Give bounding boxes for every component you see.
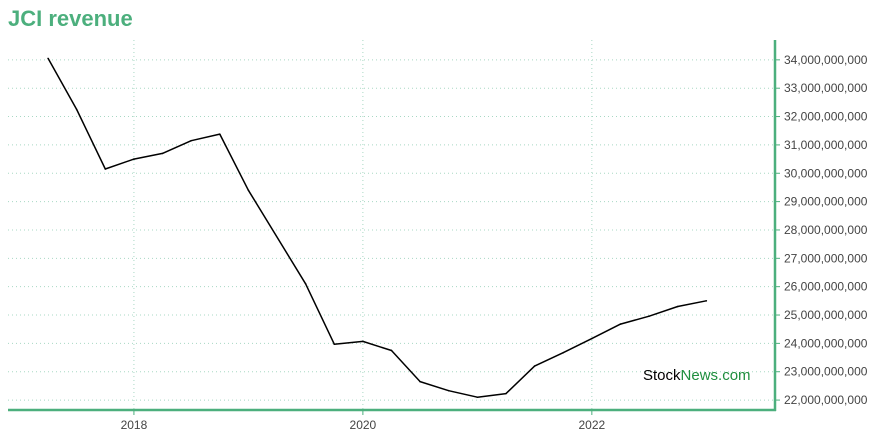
revenue-series-line [47,58,707,398]
data-point [218,133,221,135]
data-point [190,139,192,142]
data-point [247,189,250,192]
watermark-com: .com [718,367,751,384]
data-point [533,365,536,367]
data-point [419,380,421,383]
data-point [705,300,708,302]
y-tick-label: 23,000,000,000 [784,365,868,379]
data-point [676,305,679,308]
y-tick-label: 34,000,000,000 [784,53,868,67]
y-tick-label: 24,000,000,000 [784,336,868,350]
chart-title: JCI revenue [8,6,133,31]
data-point [390,349,393,352]
data-point [133,158,135,160]
data-point [619,323,622,325]
x-tick-label: 2022 [578,418,605,432]
watermark-news: News [681,367,719,384]
x-tick-label: 2018 [121,418,148,432]
grid-lines [8,40,775,410]
data-point [476,396,479,399]
data-point [648,315,650,317]
data-point [304,283,307,285]
data-point [362,340,364,343]
x-axis-ticks: 2018 2020 2022 [121,410,606,432]
y-tick-label: 31,000,000,000 [784,138,868,152]
x-tick-label: 2020 [350,418,377,432]
watermark: StockNews.com [643,367,751,384]
data-series [47,57,708,399]
data-point [161,152,164,155]
chart-axes [8,40,777,412]
data-point [47,57,49,60]
y-tick-label: 33,000,000,000 [784,81,868,95]
y-tick-label: 26,000,000,000 [784,280,868,294]
y-tick-label: 25,000,000,000 [784,308,868,322]
watermark-stock: Stock [643,367,681,384]
data-point [333,343,336,346]
y-tick-label: 22,000,000,000 [784,393,868,407]
y-axis-ticks: 22,000,000,000 23,000,000,000 24,000,000,0… [775,53,868,407]
data-point [104,168,107,170]
data-point [75,108,78,111]
y-tick-label: 29,000,000,000 [784,195,868,209]
data-point [505,392,507,395]
y-tick-label: 32,000,000,000 [784,110,868,124]
data-point [562,351,565,354]
data-point [447,389,450,392]
data-point [591,337,593,340]
y-tick-label: 27,000,000,000 [784,251,868,265]
y-tick-label: 28,000,000,000 [784,223,868,237]
y-tick-label: 30,000,000,000 [784,166,868,180]
